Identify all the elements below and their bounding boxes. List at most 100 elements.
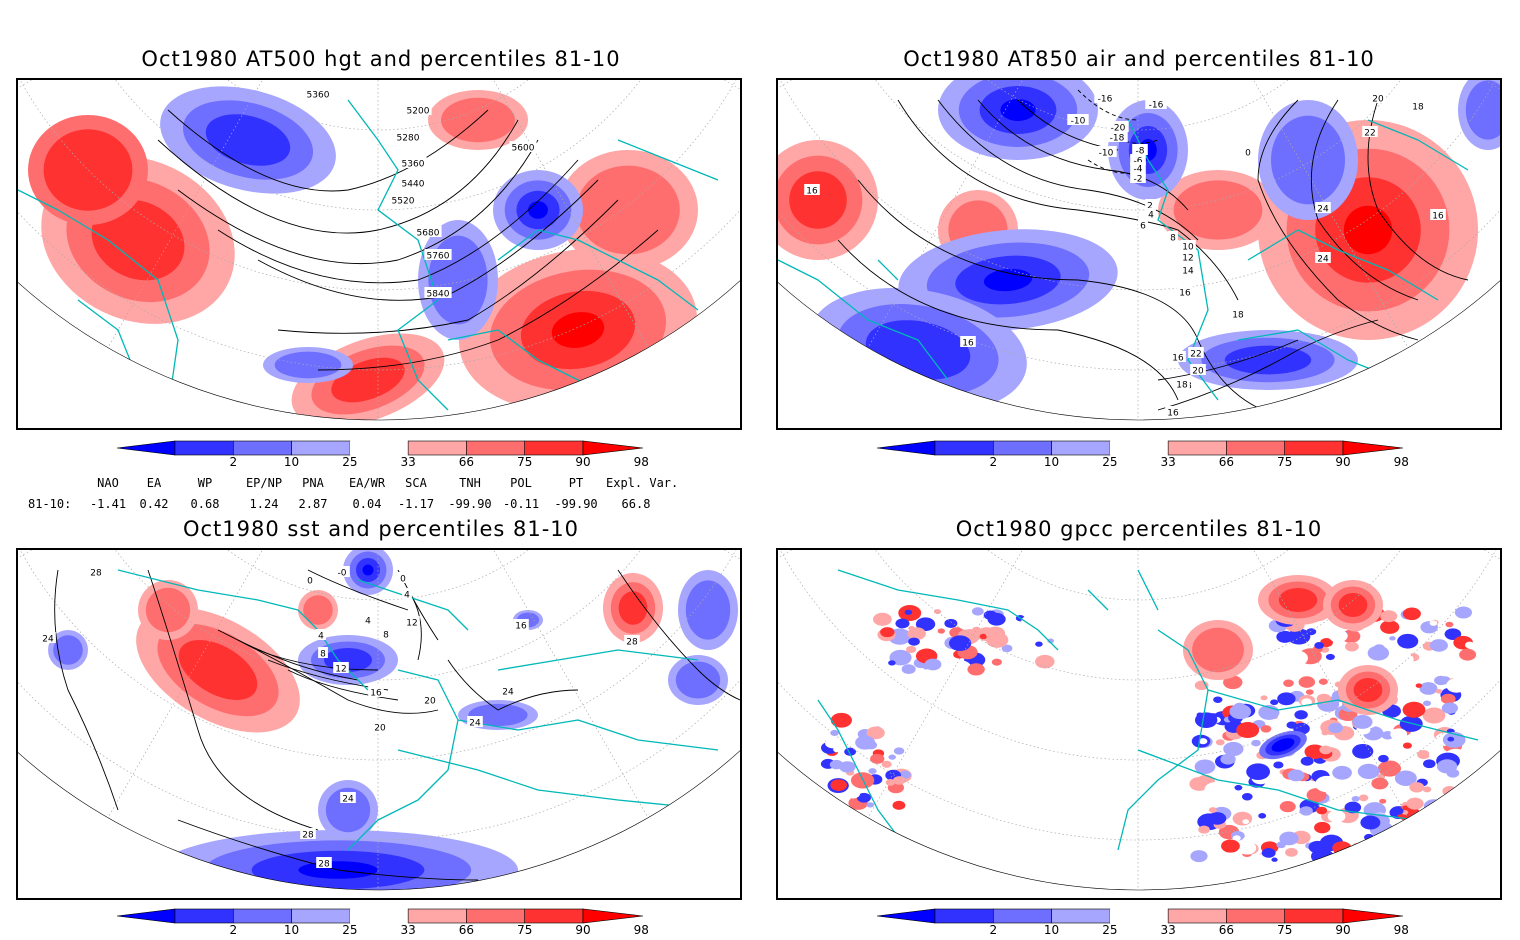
contour-label-bg — [304, 88, 332, 99]
contour-label-bg — [389, 194, 417, 205]
anomaly-shade — [1000, 99, 1036, 121]
colorbar-tick-label: 10 — [283, 455, 300, 469]
precip-cell — [1287, 769, 1305, 782]
precip-cell — [1380, 610, 1398, 623]
precip-cell — [1447, 736, 1455, 742]
colorbar-box — [1109, 441, 1169, 455]
anomaly-blob — [1338, 665, 1398, 715]
anomaly-blob — [1458, 80, 1500, 150]
index-values: 81-10: -1.41 0.42 0.68 1.24 2.87 0.04 -1.17 -99… — [0, 497, 760, 513]
map-edge — [778, 750, 1500, 891]
contour-label: -0 — [334, 566, 350, 579]
precip-cell — [873, 612, 892, 626]
contour-label-bg — [334, 566, 350, 577]
contour-label-text: 5440 — [402, 180, 425, 190]
precip-cell — [1294, 710, 1308, 720]
contour-label-bg — [422, 694, 438, 705]
precip-cell — [1402, 742, 1412, 749]
precip-cell — [1280, 711, 1289, 718]
anomaly-shade — [362, 564, 374, 576]
precip-cell — [985, 626, 1006, 641]
colorbar-box — [232, 908, 292, 924]
contour-line — [177, 819, 479, 881]
contour-label-bg — [399, 177, 427, 188]
precip-cell — [1352, 714, 1373, 729]
anomaly-blob — [48, 630, 88, 670]
latitude-circle — [127, 80, 629, 131]
contour-label-bg — [424, 249, 452, 260]
colorbar-sst: 2 10 25 33 66 75 90 98 — [115, 908, 649, 938]
anomaly-blob — [1178, 330, 1358, 390]
contour-label-text: 24 — [1317, 255, 1329, 265]
colorbar-arrow-high — [1342, 440, 1404, 456]
contour-line — [857, 179, 1299, 420]
colorbar-box — [934, 440, 994, 456]
precip-cell — [1220, 753, 1236, 765]
colorbar-tick-label: 25 — [342, 923, 358, 937]
contour-label: 0 — [398, 572, 408, 585]
contour-label-bg — [300, 828, 316, 839]
precip-cell — [1446, 678, 1467, 693]
precip-cell — [901, 664, 916, 675]
contour-label-text: 5600 — [512, 144, 535, 154]
contour-label: 5760 — [424, 249, 452, 262]
contour-label-bg — [1132, 144, 1148, 155]
precip-cell — [1351, 796, 1360, 802]
precip-cell — [857, 792, 871, 803]
colorbar-ramp — [116, 440, 644, 456]
colorbar-tick-label: 75 — [1277, 923, 1293, 937]
contour-label-text: 24 — [1317, 205, 1329, 215]
anomaly-shade — [675, 661, 721, 699]
precip-cell — [1308, 840, 1327, 854]
colorbar-box — [349, 909, 409, 923]
contour-line — [317, 229, 659, 371]
precip-cell — [1352, 743, 1374, 759]
colorbar-box — [1109, 909, 1169, 923]
precip-cell — [1273, 761, 1284, 769]
contour-label: -8 — [1132, 144, 1148, 157]
contour-label-bg — [318, 647, 328, 658]
precip-cell — [1194, 759, 1216, 774]
contour-label-text: 20 — [424, 697, 436, 707]
precip-cell — [866, 802, 875, 808]
contour-line — [217, 629, 439, 714]
precip-cell — [830, 712, 852, 728]
colorbar-tick-label: 10 — [1043, 923, 1060, 937]
panel-title-gpcc: Oct1980 gpcc percentiles 81-10 — [955, 517, 1323, 541]
contour-line — [157, 119, 519, 234]
precip-cell — [1213, 696, 1223, 703]
colorbar-tick-label: 90 — [1335, 455, 1351, 469]
precip-cell — [1271, 857, 1278, 862]
contour-label-bg — [1370, 92, 1386, 103]
anomaly-shade — [274, 351, 342, 379]
colorbar-tick-label: 2 — [989, 923, 998, 937]
colorbar-box — [174, 440, 234, 456]
index-value: 66.8 — [621, 497, 651, 511]
colorbar-tick-label: 98 — [1393, 923, 1409, 937]
colorbar-box — [232, 440, 292, 456]
index-header: PNA — [302, 476, 324, 490]
colorbar-tick-label: 2 — [229, 455, 238, 469]
precip-cell — [1223, 741, 1244, 757]
contour-label: 8 — [381, 628, 391, 641]
contour-label-text: 4 — [365, 617, 371, 627]
contour-label-bg — [316, 857, 332, 868]
contour-label: 24 — [1315, 202, 1331, 215]
precip-cell — [1442, 647, 1462, 661]
colorbar-tick-label: 98 — [633, 455, 649, 469]
precip-cell — [1406, 797, 1424, 810]
anomaly-blob — [1258, 100, 1358, 220]
precip-cell — [1445, 621, 1454, 628]
contour-line — [167, 109, 489, 192]
anomaly-blob — [603, 573, 663, 643]
precip-cell — [1312, 717, 1323, 725]
anomaly-shade — [1338, 593, 1368, 617]
precip-cell — [904, 609, 913, 615]
contour-label-bg — [1177, 286, 1193, 297]
precip-cell — [1345, 641, 1359, 652]
map-edge — [18, 280, 740, 421]
contour-label: 5360 — [399, 157, 427, 170]
precip-cell — [1421, 750, 1430, 757]
contour-label-bg — [424, 287, 452, 298]
contour-label: 18 — [1410, 100, 1426, 113]
